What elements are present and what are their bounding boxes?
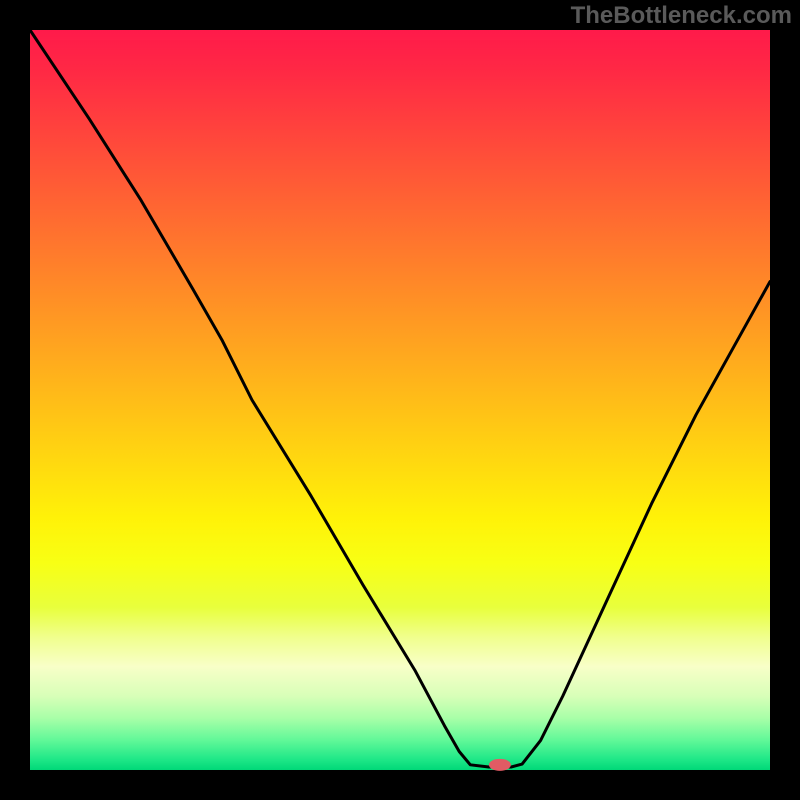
chart-svg [0,0,800,800]
bottleneck-chart: TheBottleneck.com [0,0,800,800]
plot-background [30,30,770,770]
optimal-marker [489,759,511,771]
watermark-text: TheBottleneck.com [571,2,792,30]
